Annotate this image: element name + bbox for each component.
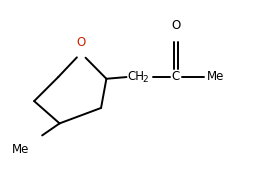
Text: O: O [171,19,180,32]
Text: O: O [76,36,86,49]
Text: 2: 2 [143,75,148,84]
Text: Me: Me [12,143,29,156]
Text: CH: CH [128,70,145,83]
Text: C: C [172,70,180,83]
Text: Me: Me [207,70,224,83]
